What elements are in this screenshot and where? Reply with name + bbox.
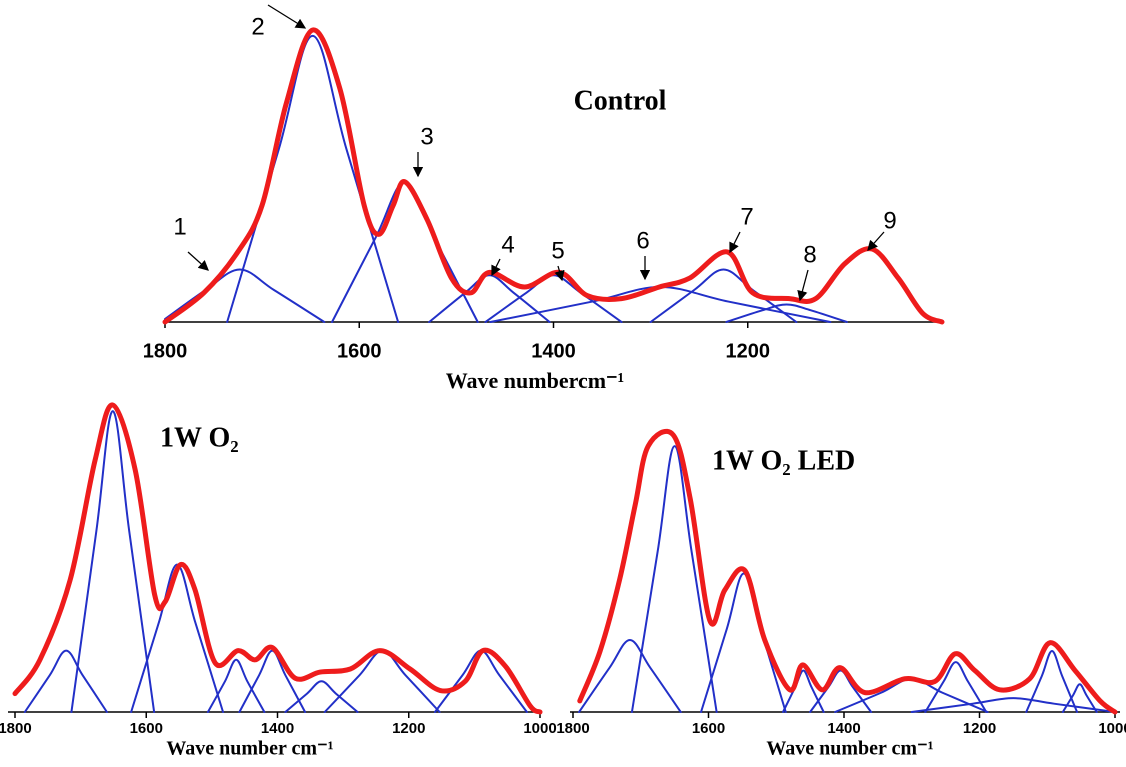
x-tick-label: 1800: [556, 720, 589, 737]
peak-arrow: [491, 258, 501, 277]
x-axis-label: Wave number cm⁻¹: [766, 738, 933, 760]
peak-arrow: [797, 269, 809, 302]
peak-label: 8: [803, 241, 816, 268]
fit-envelope: [162, 27, 945, 325]
peak-arrow: [729, 231, 741, 254]
x-axis-label: Wave number cm⁻¹: [166, 738, 333, 760]
peak-label: 2: [251, 13, 264, 40]
peak-arrow: [554, 265, 565, 282]
chart-title: 1W O₂ LED: [712, 445, 855, 476]
x-tick-label: 1400: [531, 340, 576, 362]
fit-component: [725, 303, 848, 323]
fit-component: [284, 680, 359, 713]
peak-label: 9: [883, 207, 896, 234]
peak-label: 3: [420, 123, 433, 150]
fit-component: [1061, 683, 1098, 713]
fit-component: [910, 697, 1116, 713]
fit-component: [70, 410, 156, 713]
peak-arrow: [267, 4, 307, 29]
x-tick-label: 1800: [143, 340, 188, 362]
fit-component: [782, 669, 825, 713]
fit-component: [630, 445, 718, 713]
x-tick-label: 1000: [1098, 720, 1126, 737]
x-tick-label: 1600: [692, 720, 725, 737]
fit-envelope: [577, 428, 1118, 715]
chart-title: 1W O₂: [160, 422, 239, 453]
x-tick-label: 1600: [337, 340, 382, 362]
peak-label: 5: [551, 237, 564, 264]
fit-component: [1025, 650, 1079, 713]
peak-label: 6: [636, 227, 649, 254]
fit-component: [226, 34, 400, 323]
x-tick-label: 1000: [523, 720, 556, 737]
fit-component: [924, 661, 988, 713]
peak-arrow: [867, 231, 885, 251]
fit-component: [206, 658, 266, 713]
x-tick-label: 1800: [0, 720, 32, 737]
x-tick-label: 1200: [726, 340, 771, 362]
fit-component: [578, 638, 682, 713]
peak-arrow: [187, 251, 209, 271]
fit-component: [428, 274, 551, 323]
x-tick-label: 1200: [963, 720, 996, 737]
chart-title: Control: [574, 85, 667, 116]
fit-envelope: [12, 402, 543, 715]
x-tick-label: 1400: [261, 720, 294, 737]
fit-component: [649, 268, 798, 323]
fit-component: [238, 649, 307, 713]
x-tick-label: 1600: [130, 720, 163, 737]
fit-component: [23, 649, 108, 713]
x-tick-label: 1400: [827, 720, 860, 737]
fit-component: [164, 268, 326, 323]
fit-component: [700, 572, 787, 713]
peak-label: 1: [173, 213, 186, 240]
x-tick-label: 1200: [392, 720, 425, 737]
peak-label: 7: [740, 203, 753, 230]
x-axis-label: Wave numbercm⁻¹: [446, 368, 625, 393]
peak-label: 4: [501, 231, 514, 258]
